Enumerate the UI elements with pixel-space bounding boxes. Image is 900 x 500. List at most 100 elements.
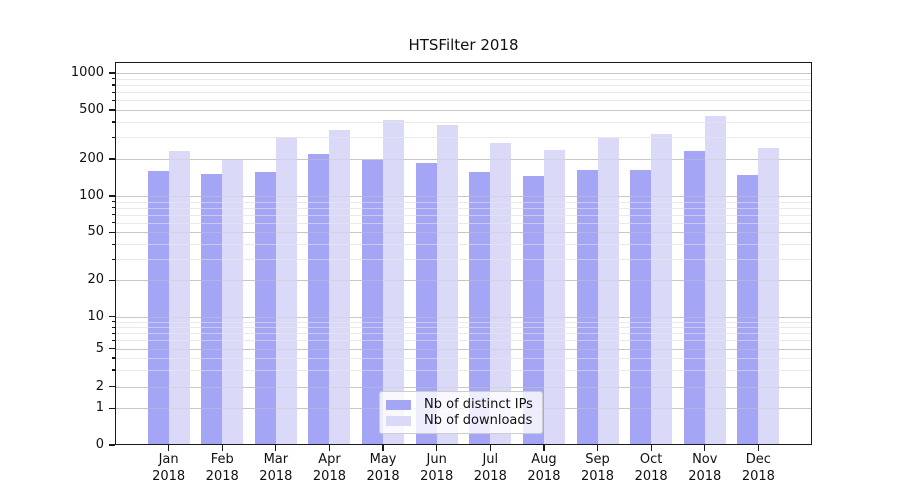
y-minor-tick-mark [111, 99, 115, 101]
x-tick-mark [275, 445, 277, 451]
x-tick-label: May 2018 [353, 452, 413, 485]
bar-downloads [275, 136, 297, 444]
x-tick-month: May [369, 452, 397, 467]
x-tick-mark [436, 445, 438, 451]
bar-distinct-ips [469, 171, 491, 444]
gridline [116, 348, 811, 350]
gridline [116, 201, 811, 203]
gridline [116, 244, 811, 246]
y-minor-tick-mark [111, 339, 115, 341]
chart-title: HTSFilter 2018 [408, 36, 519, 54]
x-tick-year: 2018 [741, 468, 775, 484]
x-tick-year: 2018 [580, 468, 615, 484]
x-tick-mark [489, 445, 491, 451]
x-tick-year: 2018 [259, 468, 293, 484]
x-tick-year: 2018 [473, 468, 507, 484]
gridline [116, 280, 811, 282]
gridline [116, 121, 811, 123]
x-tick-month: Feb [210, 452, 234, 467]
bar-distinct-ips [630, 170, 652, 444]
x-tick-year: 2018 [205, 468, 239, 484]
y-tick-mark [109, 158, 115, 160]
y-minor-tick-mark [111, 91, 115, 93]
legend-swatch [386, 415, 411, 426]
gridline [116, 73, 811, 74]
gridline [116, 386, 811, 388]
x-tick-month: Dec [745, 452, 771, 467]
y-tick-mark [109, 407, 115, 409]
legend-item: Nb of distinct IPs [386, 397, 534, 412]
y-tick-mark [109, 348, 115, 350]
y-tick-label: 200 [79, 150, 104, 166]
x-tick-month: Nov [692, 452, 718, 467]
x-tick-month: Sep [585, 452, 610, 467]
x-tick-year: 2018 [688, 468, 722, 484]
bar-distinct-ips [201, 173, 223, 444]
y-minor-tick-mark [111, 332, 115, 334]
legend-label: Nb of downloads [424, 413, 533, 428]
gridline [116, 137, 811, 139]
x-tick-month: Jun [426, 452, 447, 467]
bar-downloads [490, 143, 512, 444]
gridline [116, 327, 811, 328]
gridline [116, 321, 811, 323]
gridline [116, 316, 811, 318]
bar-distinct-ips [362, 160, 384, 444]
x-tick-label: Jul 2018 [460, 452, 520, 485]
y-tick-mark [109, 231, 115, 233]
x-tick-month: Jan [158, 452, 179, 467]
y-tick-mark [109, 444, 115, 446]
gridline [116, 84, 811, 86]
x-tick-label: Jan 2018 [139, 452, 199, 485]
y-tick-label: 500 [79, 102, 104, 118]
x-tick-label: Aug 2018 [514, 452, 574, 485]
gridline [116, 348, 811, 350]
gridline [116, 196, 811, 197]
x-tick-mark [757, 445, 759, 451]
gridline [116, 100, 811, 102]
gridline [116, 222, 811, 224]
y-tick-label: 50 [87, 224, 104, 240]
bar-distinct-ips [147, 170, 169, 444]
gridline [116, 110, 811, 112]
y-tick-label: 1 [95, 400, 104, 416]
gridline [116, 280, 811, 282]
y-tick-mark [109, 316, 115, 318]
x-tick-mark [543, 445, 545, 451]
gridline [116, 232, 811, 234]
x-tick-label: Apr 2018 [299, 452, 359, 485]
y-tick-mark [109, 109, 115, 111]
x-tick-month: Aug [531, 452, 557, 467]
gridline [116, 357, 811, 359]
legend-item: Nb of downloads [386, 413, 534, 428]
gridline [116, 259, 811, 261]
gridline [116, 386, 811, 388]
x-tick-year: 2018 [312, 468, 346, 484]
x-tick-mark [382, 445, 384, 451]
bar-downloads [704, 116, 726, 444]
x-tick-label: Jun 2018 [407, 452, 467, 485]
y-minor-tick-mark [111, 222, 115, 224]
x-tick-mark [596, 445, 599, 451]
bar-downloads [436, 125, 458, 444]
x-tick-mark [650, 445, 652, 451]
y-tick-label: 0 [95, 437, 104, 452]
y-minor-tick-mark [111, 207, 115, 209]
x-tick-month: Mar [263, 452, 289, 467]
x-tick-year: 2018 [634, 468, 668, 484]
bar-downloads [651, 134, 673, 444]
bar-downloads [222, 159, 244, 444]
x-tick-label: Oct 2018 [621, 452, 681, 485]
y-minor-tick-mark [111, 326, 115, 328]
bar-downloads [329, 130, 351, 444]
gridline [116, 73, 811, 74]
y-minor-tick-mark [111, 214, 115, 216]
x-tick-mark [221, 445, 223, 451]
legend-label: Nb of distinct IPs [424, 397, 533, 412]
legend-swatch [386, 399, 411, 410]
y-tick-label: 10 [87, 308, 104, 324]
x-tick-year: 2018 [527, 468, 561, 484]
gridline [116, 340, 811, 342]
y-tick-label: 100 [79, 188, 104, 203]
gridline [116, 369, 811, 371]
